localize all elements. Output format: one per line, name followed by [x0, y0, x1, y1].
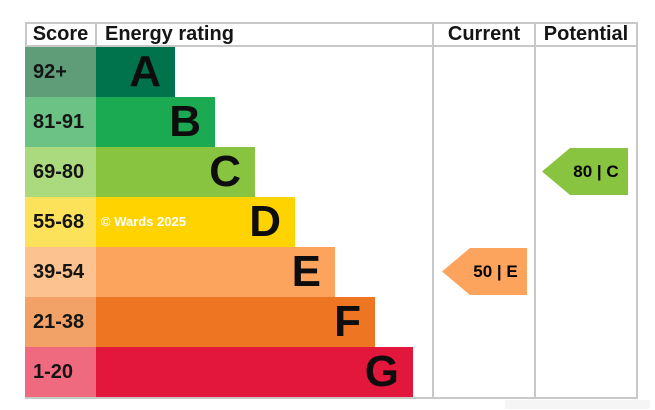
rating-letter: B: [169, 97, 201, 146]
rating-bar-g: G: [96, 347, 413, 397]
current-rating-arrow: 50 | E: [442, 248, 527, 295]
rating-letter: G: [364, 347, 399, 396]
band-row-b: 81-91 B: [25, 97, 215, 147]
column-header-current: Current: [447, 23, 521, 45]
current-column-divider: [432, 22, 434, 399]
score-range-cell: 55-68: [25, 197, 96, 247]
score-range-cell: 81-91: [25, 97, 96, 147]
band-row-g: 1-20 G: [25, 347, 413, 397]
potential-rating-arrow: 80 | C: [542, 148, 628, 195]
rating-bar-e: E: [96, 247, 335, 297]
column-header-score: Score: [32, 23, 89, 45]
copyright-watermark: © Wards 2025: [101, 214, 186, 229]
rating-letter: C: [209, 147, 241, 196]
header-bottom-border: [25, 45, 638, 47]
band-row-d: 55-68 D: [25, 197, 295, 247]
score-range-cell: 21-38: [25, 297, 96, 347]
rating-letter: F: [334, 297, 361, 346]
rating-bar-a: A: [96, 47, 175, 97]
band-row-f: 21-38 F: [25, 297, 375, 347]
rating-letter: D: [249, 197, 281, 246]
header-left-border: [25, 22, 27, 47]
rating-bar-b: B: [96, 97, 215, 147]
rating-bar-f: F: [96, 297, 375, 347]
potential-column-divider: [534, 22, 536, 399]
score-column-divider: [95, 22, 97, 47]
column-header-energy-rating: Energy rating: [105, 23, 234, 45]
band-row-e: 39-54 E: [25, 247, 335, 297]
potential-rating-label: 80 | C: [573, 161, 619, 181]
rating-letter: A: [129, 47, 161, 96]
score-range-cell: 69-80: [25, 147, 96, 197]
table-top-border: [25, 22, 638, 24]
rating-bar-d: D: [96, 197, 295, 247]
current-rating-label: 50 | E: [473, 261, 518, 281]
table-bottom-border: [25, 397, 638, 399]
band-row-c: 69-80 C: [25, 147, 255, 197]
score-range-cell: 39-54: [25, 247, 96, 297]
faint-footer-watermark: [505, 400, 650, 409]
band-row-a: 92+ A: [25, 47, 175, 97]
column-header-potential: Potential: [543, 23, 629, 45]
score-range-cell: 92+: [25, 47, 96, 97]
score-range-cell: 1-20: [25, 347, 96, 397]
rating-letter: E: [291, 247, 321, 296]
rating-bar-c: C: [96, 147, 255, 197]
table-right-border: [636, 22, 638, 399]
